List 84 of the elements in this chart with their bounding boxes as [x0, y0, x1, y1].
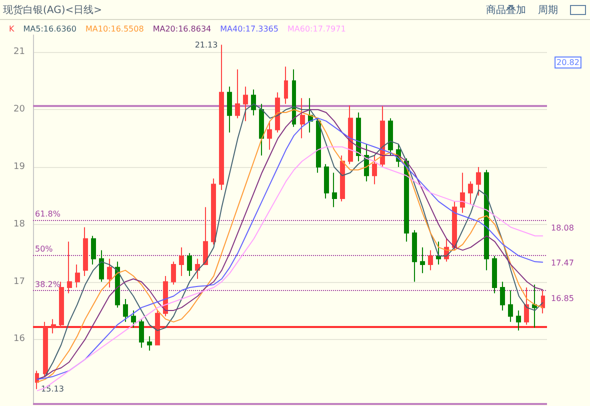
candlestick	[43, 321, 48, 377]
candlestick	[243, 86, 248, 122]
candlestick	[332, 172, 337, 208]
annotation: 15.13	[41, 384, 64, 394]
candlestick	[139, 318, 144, 348]
candlestick	[324, 164, 329, 200]
candlestick	[131, 310, 136, 328]
candlestick	[51, 318, 56, 334]
ref-line-label: 17.47	[551, 258, 574, 268]
candlestick	[219, 44, 224, 190]
candlestick	[203, 206, 208, 266]
y-tick-label: 17	[14, 276, 25, 287]
ref-line-label: 18.08	[551, 223, 574, 232]
candlestick	[259, 103, 264, 156]
ref-line-label: 16.85	[551, 294, 574, 303]
candlestick	[99, 250, 104, 282]
y-tick-label: 18	[14, 219, 26, 230]
candlestick	[356, 112, 361, 162]
candlestick	[59, 281, 64, 328]
candlestick	[235, 68, 240, 119]
candlestick	[404, 158, 409, 242]
text: 20.82	[556, 58, 580, 68]
candlestick	[91, 235, 96, 266]
candlestick	[211, 178, 216, 245]
text: K	[9, 24, 15, 34]
annotation: 61.8%	[35, 209, 61, 218]
candlestick	[107, 258, 112, 288]
candlestick	[147, 336, 152, 352]
candlestick	[67, 241, 72, 294]
candlestick	[292, 68, 296, 128]
candlestick	[380, 106, 385, 168]
candlestick	[460, 172, 465, 214]
annotation: 38.2%	[35, 280, 61, 289]
candlestick	[267, 120, 272, 150]
candlestick	[187, 252, 192, 277]
candlestick	[179, 246, 184, 277]
candlestick	[308, 98, 313, 134]
text: MA60:17.7971	[287, 24, 346, 34]
candlestick	[163, 276, 168, 317]
candlestick	[251, 89, 256, 116]
candlestick	[516, 310, 521, 332]
candlestick	[300, 98, 305, 139]
candlestick	[35, 370, 39, 390]
candlestick	[500, 281, 505, 311]
candlestick	[532, 284, 537, 328]
candlestick	[340, 155, 345, 202]
candlestick	[275, 92, 280, 134]
candlestick	[123, 298, 128, 322]
candlestick	[348, 105, 353, 165]
text: 商品叠加	[486, 4, 526, 16]
candlestick	[227, 86, 232, 134]
candlestick	[316, 118, 321, 174]
candlestick	[420, 246, 425, 274]
candlestick	[284, 66, 288, 104]
candlestick	[452, 200, 457, 251]
y-tick-label: 20	[14, 104, 26, 115]
text: MA10:16.5508	[85, 24, 144, 34]
candlestick	[388, 118, 393, 156]
candlestick	[83, 226, 88, 277]
candlestick	[428, 250, 433, 271]
candlestick	[468, 180, 473, 205]
candlestick	[75, 264, 80, 288]
candlestick	[195, 258, 200, 280]
candlestick	[541, 290, 545, 314]
text: 周期	[538, 4, 558, 16]
y-tick-label: 21	[14, 47, 25, 58]
annotation: 50%	[35, 244, 54, 254]
y-tick-label: 19	[14, 162, 26, 172]
candlestick	[412, 230, 417, 282]
chart-title: 现货白银(AG)<日线>	[3, 4, 102, 16]
annotation: 21.13	[194, 40, 218, 50]
candlestick	[171, 261, 176, 286]
candlestick	[524, 287, 529, 326]
candlestick	[155, 310, 160, 346]
candlestick	[492, 255, 497, 294]
text: MA5:16.6360	[23, 24, 76, 34]
y-tick-label: 16	[14, 334, 26, 344]
text: MA20:16.8634	[152, 24, 212, 34]
candlestick	[436, 241, 441, 266]
text: MA40:17.3365	[220, 24, 278, 34]
candlestick	[484, 169, 489, 271]
candlestick	[372, 155, 377, 185]
candlestick	[508, 290, 513, 322]
candlestick	[476, 166, 481, 196]
